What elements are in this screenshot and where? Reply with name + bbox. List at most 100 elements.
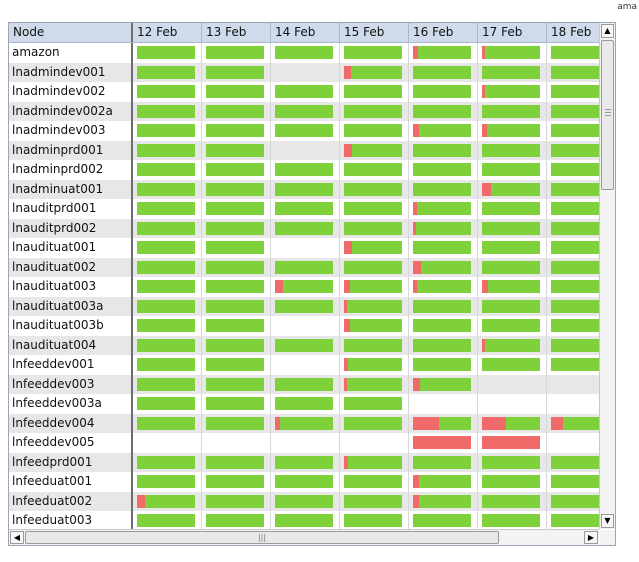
day-cell[interactable]: [133, 355, 202, 375]
day-cell[interactable]: [340, 472, 409, 492]
day-cell[interactable]: [478, 355, 547, 375]
table-row[interactable]: lnadmindev003: [9, 121, 599, 141]
day-cell[interactable]: [202, 355, 271, 375]
day-cell[interactable]: [547, 433, 599, 453]
day-cell[interactable]: [478, 121, 547, 141]
day-cell[interactable]: [271, 316, 340, 336]
day-cell[interactable]: [547, 297, 599, 317]
day-cell[interactable]: [133, 82, 202, 102]
table-row[interactable]: lnfeedprd001: [9, 452, 599, 473]
table-row[interactable]: lnfeeduat001: [9, 472, 599, 492]
table-row[interactable]: lnadminuat001: [9, 179, 599, 199]
day-cell[interactable]: [271, 257, 340, 277]
table-row[interactable]: lnaudituat002: [9, 257, 599, 277]
day-cell[interactable]: [271, 433, 340, 453]
day-cell[interactable]: [409, 43, 478, 63]
day-cell[interactable]: [202, 433, 271, 453]
day-cell[interactable]: [547, 199, 599, 219]
scroll-up-button[interactable]: ▲: [601, 24, 614, 38]
day-cell[interactable]: [271, 472, 340, 492]
day-cell[interactable]: [271, 179, 340, 199]
scroll-down-button[interactable]: ▼: [601, 514, 614, 528]
day-cell[interactable]: [409, 257, 478, 277]
day-cell[interactable]: [547, 336, 599, 356]
day-cell[interactable]: [133, 413, 202, 433]
day-cell[interactable]: [202, 218, 271, 238]
day-cell[interactable]: [340, 257, 409, 277]
day-cell[interactable]: [409, 335, 478, 355]
day-cell[interactable]: [271, 101, 340, 121]
day-cell[interactable]: [547, 63, 599, 83]
day-cell[interactable]: [547, 316, 599, 336]
day-cell[interactable]: [133, 179, 202, 199]
day-cell[interactable]: [478, 101, 547, 121]
day-cell[interactable]: [409, 82, 478, 102]
table-row[interactable]: lnfeeddev005: [9, 433, 599, 453]
day-cell[interactable]: [133, 296, 202, 316]
day-cell[interactable]: [478, 62, 547, 82]
day-cell[interactable]: [133, 199, 202, 219]
day-cell[interactable]: [340, 491, 409, 511]
day-cell[interactable]: [202, 413, 271, 433]
day-cell[interactable]: [340, 394, 409, 414]
day-cell[interactable]: [478, 335, 547, 355]
day-cell[interactable]: [409, 179, 478, 199]
day-cell[interactable]: [340, 199, 409, 219]
horizontal-scrollbar[interactable]: ◀ ||| ▶: [9, 529, 599, 545]
day-cell[interactable]: [340, 511, 409, 531]
day-cell[interactable]: [202, 43, 271, 63]
day-cell[interactable]: [547, 102, 599, 122]
day-cell[interactable]: [547, 160, 599, 180]
day-cell[interactable]: [409, 472, 478, 492]
day-cell[interactable]: [133, 511, 202, 531]
day-cell[interactable]: [202, 101, 271, 121]
day-cell[interactable]: [271, 296, 340, 316]
day-cell[interactable]: [547, 453, 599, 473]
day-cell[interactable]: [271, 199, 340, 219]
day-cell[interactable]: [202, 296, 271, 316]
day-cell[interactable]: [340, 277, 409, 297]
day-cell[interactable]: [271, 335, 340, 355]
day-cell[interactable]: [478, 218, 547, 238]
day-cell[interactable]: [340, 413, 409, 433]
day-cell[interactable]: [202, 199, 271, 219]
day-cell[interactable]: [478, 374, 547, 394]
day-cell[interactable]: [133, 218, 202, 238]
day-cell[interactable]: [202, 277, 271, 297]
day-cell[interactable]: [547, 511, 599, 531]
day-cell[interactable]: [547, 375, 599, 395]
day-cell[interactable]: [202, 82, 271, 102]
day-cell[interactable]: [202, 452, 271, 472]
scroll-right-button[interactable]: ▶: [584, 531, 598, 544]
day-cell[interactable]: [271, 160, 340, 180]
date-column-header[interactable]: 12 Feb: [133, 23, 202, 42]
date-column-header[interactable]: 17 Feb: [478, 23, 547, 42]
day-cell[interactable]: [409, 101, 478, 121]
day-cell[interactable]: [547, 355, 599, 375]
day-cell[interactable]: [409, 452, 478, 472]
table-row[interactable]: lnadminprd001: [9, 140, 599, 160]
day-cell[interactable]: [133, 374, 202, 394]
day-cell[interactable]: [478, 257, 547, 277]
date-column-header[interactable]: 14 Feb: [271, 23, 340, 42]
day-cell[interactable]: [340, 296, 409, 316]
vertical-scroll-thumb[interactable]: [601, 40, 614, 190]
day-cell[interactable]: [202, 179, 271, 199]
table-row[interactable]: lnadmindev001: [9, 62, 599, 83]
day-cell[interactable]: [202, 140, 271, 160]
day-cell[interactable]: [478, 472, 547, 492]
day-cell[interactable]: [409, 277, 478, 297]
day-cell[interactable]: [409, 374, 478, 394]
node-column-header[interactable]: Node: [9, 23, 133, 42]
table-row[interactable]: amazon: [9, 43, 599, 63]
day-cell[interactable]: [271, 374, 340, 394]
day-cell[interactable]: [547, 492, 599, 512]
day-cell[interactable]: [133, 316, 202, 336]
day-cell[interactable]: [409, 355, 478, 375]
day-cell[interactable]: [133, 121, 202, 141]
day-cell[interactable]: [340, 101, 409, 121]
day-cell[interactable]: [409, 218, 478, 238]
day-cell[interactable]: [133, 335, 202, 355]
day-cell[interactable]: [133, 160, 202, 180]
day-cell[interactable]: [409, 296, 478, 316]
